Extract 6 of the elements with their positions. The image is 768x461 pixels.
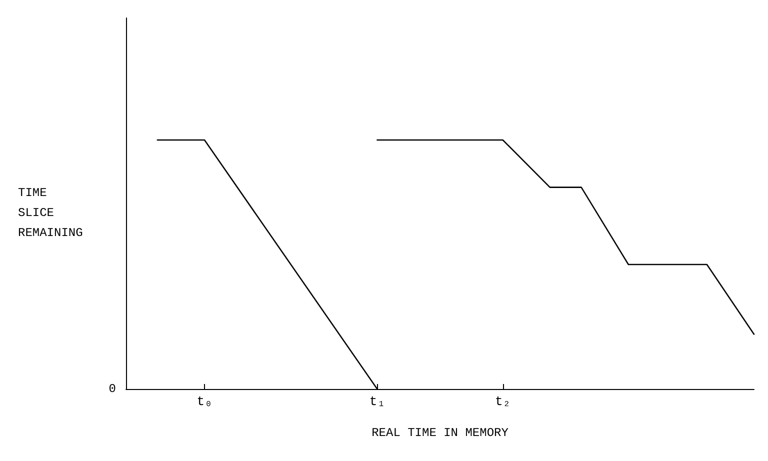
y-axis-title: TIME SLICE REMAINING	[18, 186, 83, 240]
x-tick-label: t₀	[196, 394, 212, 409]
x-axis-title: REAL TIME IN MEMORY	[372, 426, 508, 440]
x-tick-label: t₂	[494, 394, 511, 409]
x-tick-label: t₁	[369, 394, 386, 409]
text: 0	[108, 382, 116, 396]
